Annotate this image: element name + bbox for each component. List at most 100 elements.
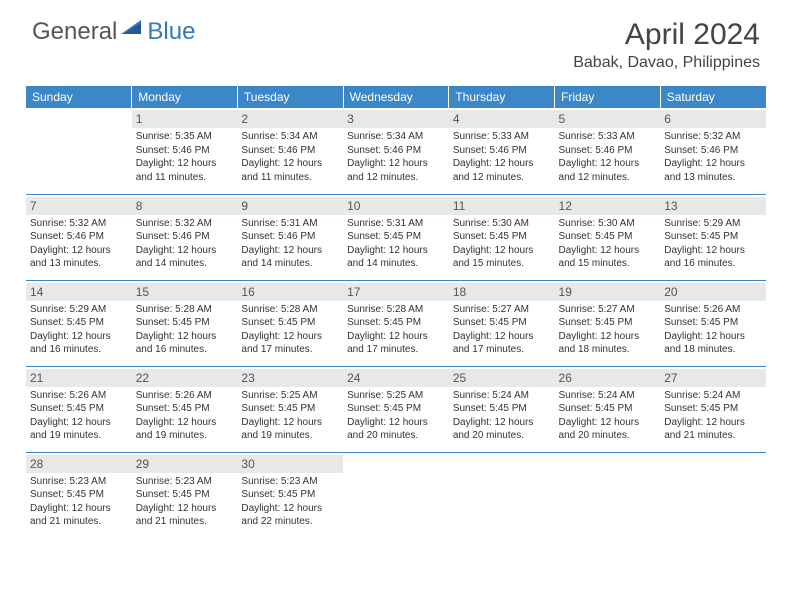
calendar-cell: 12Sunrise: 5:30 AMSunset: 5:45 PMDayligh…: [555, 194, 661, 280]
calendar-week-row: 14 Sunrise: 5:29 AMSunset: 5:45 PMDayligh…: [26, 280, 766, 366]
calendar-cell: 14 Sunrise: 5:29 AMSunset: 5:45 PMDayligh…: [26, 280, 132, 366]
header: General Blue April 2024 Babak, Davao, Ph…: [0, 0, 792, 80]
calendar-cell: 2 Sunrise: 5:34 AMSunset: 5:46 PMDaylight…: [237, 108, 343, 194]
brand-logo: General Blue: [32, 18, 195, 46]
calendar-cell: 19 Sunrise: 5:27 AMSunset: 5:45 PMDayligh…: [555, 280, 661, 366]
day-details: Sunrise: 5:34 AMSunset: 5:46 PMDaylight:…: [241, 130, 339, 184]
day-number: 23: [237, 369, 343, 387]
calendar-cell: 4Sunrise: 5:33 AMSunset: 5:46 PMDaylight…: [449, 108, 555, 194]
day-header: Thursday: [449, 86, 555, 108]
day-details: Sunrise: 5:35 AMSunset: 5:46 PMDaylight:…: [136, 130, 234, 184]
day-header-row: SundayMondayTuesdayWednesdayThursdayFrid…: [26, 86, 766, 108]
brand-triangle-icon: [121, 18, 145, 41]
day-header: Tuesday: [237, 86, 343, 108]
calendar-cell: 3 Sunrise: 5:34 AMSunset: 5:46 PMDaylight…: [343, 108, 449, 194]
calendar-cell: [343, 452, 449, 538]
day-number: 8: [132, 197, 238, 215]
calendar-cell: 29 Sunrise: 5:23 AMSunset: 5:45 PMDayligh…: [132, 452, 238, 538]
day-number: 22: [132, 369, 238, 387]
day-number: 21: [26, 369, 132, 387]
calendar-cell: 13Sunrise: 5:29 AMSunset: 5:45 PMDayligh…: [660, 194, 766, 280]
calendar-cell: 28 Sunrise: 5:23 AMSunset: 5:45 PMDayligh…: [26, 452, 132, 538]
day-number: 14: [26, 283, 132, 301]
day-details: Sunrise: 5:23 AMSunset: 5:45 PMDaylight:…: [136, 475, 234, 529]
calendar-cell: 11 Sunrise: 5:30 AMSunset: 5:45 PMDayligh…: [449, 194, 555, 280]
day-number: 12: [555, 197, 661, 215]
day-header: Monday: [132, 86, 238, 108]
day-number: 3: [343, 110, 449, 128]
calendar-cell: 17 Sunrise: 5:28 AMSunset: 5:45 PMDayligh…: [343, 280, 449, 366]
day-number: 2: [237, 110, 343, 128]
day-details: Sunrise: 5:23 AMSunset: 5:45 PMDaylight:…: [30, 475, 128, 529]
day-number: 15: [132, 283, 238, 301]
day-number: 5: [555, 110, 661, 128]
calendar-head: SundayMondayTuesdayWednesdayThursdayFrid…: [26, 86, 766, 108]
day-details: Sunrise: 5:27 AMSunset: 5:45 PMDaylight:…: [559, 303, 657, 357]
calendar-cell: 18Sunrise: 5:27 AMSunset: 5:45 PMDayligh…: [449, 280, 555, 366]
day-details: Sunrise: 5:28 AMSunset: 5:45 PMDaylight:…: [347, 303, 445, 357]
calendar-cell: 21Sunrise: 5:26 AMSunset: 5:45 PMDayligh…: [26, 366, 132, 452]
day-number: 11: [449, 197, 555, 215]
brand-text-general: General: [32, 18, 117, 46]
calendar-cell: 6 Sunrise: 5:32 AMSunset: 5:46 PMDaylight…: [660, 108, 766, 194]
day-details: Sunrise: 5:26 AMSunset: 5:45 PMDaylight:…: [664, 303, 762, 357]
calendar-cell: 26Sunrise: 5:24 AMSunset: 5:45 PMDayligh…: [555, 366, 661, 452]
day-header: Saturday: [660, 86, 766, 108]
day-number: 1: [132, 110, 238, 128]
calendar-cell: 24Sunrise: 5:25 AMSunset: 5:45 PMDayligh…: [343, 366, 449, 452]
day-number: 27: [660, 369, 766, 387]
day-details: Sunrise: 5:32 AMSunset: 5:46 PMDaylight:…: [30, 217, 128, 271]
day-number: 20: [660, 283, 766, 301]
day-number: 10: [343, 197, 449, 215]
calendar-cell: 25 Sunrise: 5:24 AMSunset: 5:45 PMDayligh…: [449, 366, 555, 452]
day-details: Sunrise: 5:27 AMSunset: 5:45 PMDaylight:…: [453, 303, 551, 357]
calendar-week-row: 7Sunrise: 5:32 AMSunset: 5:46 PMDaylight…: [26, 194, 766, 280]
calendar-cell: 10 Sunrise: 5:31 AMSunset: 5:45 PMDayligh…: [343, 194, 449, 280]
day-header: Wednesday: [343, 86, 449, 108]
day-details: Sunrise: 5:25 AMSunset: 5:45 PMDaylight:…: [241, 389, 339, 443]
day-details: Sunrise: 5:23 AMSunset: 5:45 PMDaylight:…: [241, 475, 339, 529]
calendar-body: 1 Sunrise: 5:35 AMSunset: 5:46 PMDaylight…: [26, 108, 766, 538]
day-details: Sunrise: 5:33 AMSunset: 5:46 PMDaylight:…: [453, 130, 551, 184]
calendar-week-row: 21Sunrise: 5:26 AMSunset: 5:45 PMDayligh…: [26, 366, 766, 452]
day-details: Sunrise: 5:32 AMSunset: 5:46 PMDaylight:…: [664, 130, 762, 184]
month-title: April 2024: [573, 18, 760, 52]
day-details: Sunrise: 5:34 AMSunset: 5:46 PMDaylight:…: [347, 130, 445, 184]
day-details: Sunrise: 5:24 AMSunset: 5:45 PMDaylight:…: [453, 389, 551, 443]
day-details: Sunrise: 5:24 AMSunset: 5:45 PMDaylight:…: [664, 389, 762, 443]
day-details: Sunrise: 5:28 AMSunset: 5:45 PMDaylight:…: [241, 303, 339, 357]
calendar-week-row: 28Sunrise: 5:23 AMSunset: 5:45 PMDayligh…: [26, 452, 766, 538]
calendar-cell: [660, 452, 766, 538]
day-number: 25: [449, 369, 555, 387]
day-details: Sunrise: 5:32 AMSunset: 5:46 PMDaylight:…: [136, 217, 234, 271]
day-number: 17: [343, 283, 449, 301]
calendar-cell: 9Sunrise: 5:31 AMSunset: 5:46 PMDaylight…: [237, 194, 343, 280]
day-details: Sunrise: 5:29 AMSunset: 5:45 PMDaylight:…: [30, 303, 128, 357]
title-block: April 2024 Babak, Davao, Philippines: [573, 18, 760, 72]
brand-text-blue: Blue: [147, 18, 195, 46]
day-number: 9: [237, 197, 343, 215]
calendar-cell: [449, 452, 555, 538]
day-details: Sunrise: 5:25 AMSunset: 5:45 PMDaylight:…: [347, 389, 445, 443]
calendar-cell: 27 Sunrise: 5:24 AMSunset: 5:45 PMDayligh…: [660, 366, 766, 452]
day-number: 16: [237, 283, 343, 301]
day-number: 7: [26, 197, 132, 215]
calendar-cell: 16 Sunrise: 5:28 AMSunset: 5:45 PMDayligh…: [237, 280, 343, 366]
day-number: 19: [555, 283, 661, 301]
calendar-week-row: 1 Sunrise: 5:35 AMSunset: 5:46 PMDaylight…: [26, 108, 766, 194]
day-details: Sunrise: 5:31 AMSunset: 5:45 PMDaylight:…: [347, 217, 445, 271]
day-details: Sunrise: 5:26 AMSunset: 5:45 PMDaylight:…: [136, 389, 234, 443]
calendar-cell: 30 Sunrise: 5:23 AMSunset: 5:45 PMDayligh…: [237, 452, 343, 538]
calendar-table: SundayMondayTuesdayWednesdayThursdayFrid…: [26, 86, 766, 538]
day-details: Sunrise: 5:30 AMSunset: 5:45 PMDaylight:…: [453, 217, 551, 271]
calendar-cell: 20 Sunrise: 5:26 AMSunset: 5:45 PMDayligh…: [660, 280, 766, 366]
day-number: 29: [132, 455, 238, 473]
day-number: 28: [26, 455, 132, 473]
calendar-cell: [26, 108, 132, 194]
day-number: 6: [660, 110, 766, 128]
day-number: 26: [555, 369, 661, 387]
calendar-cell: 8 Sunrise: 5:32 AMSunset: 5:46 PMDaylight…: [132, 194, 238, 280]
calendar-cell: 5Sunrise: 5:33 AMSunset: 5:46 PMDaylight…: [555, 108, 661, 194]
day-number: 30: [237, 455, 343, 473]
calendar-cell: 23 Sunrise: 5:25 AMSunset: 5:45 PMDayligh…: [237, 366, 343, 452]
